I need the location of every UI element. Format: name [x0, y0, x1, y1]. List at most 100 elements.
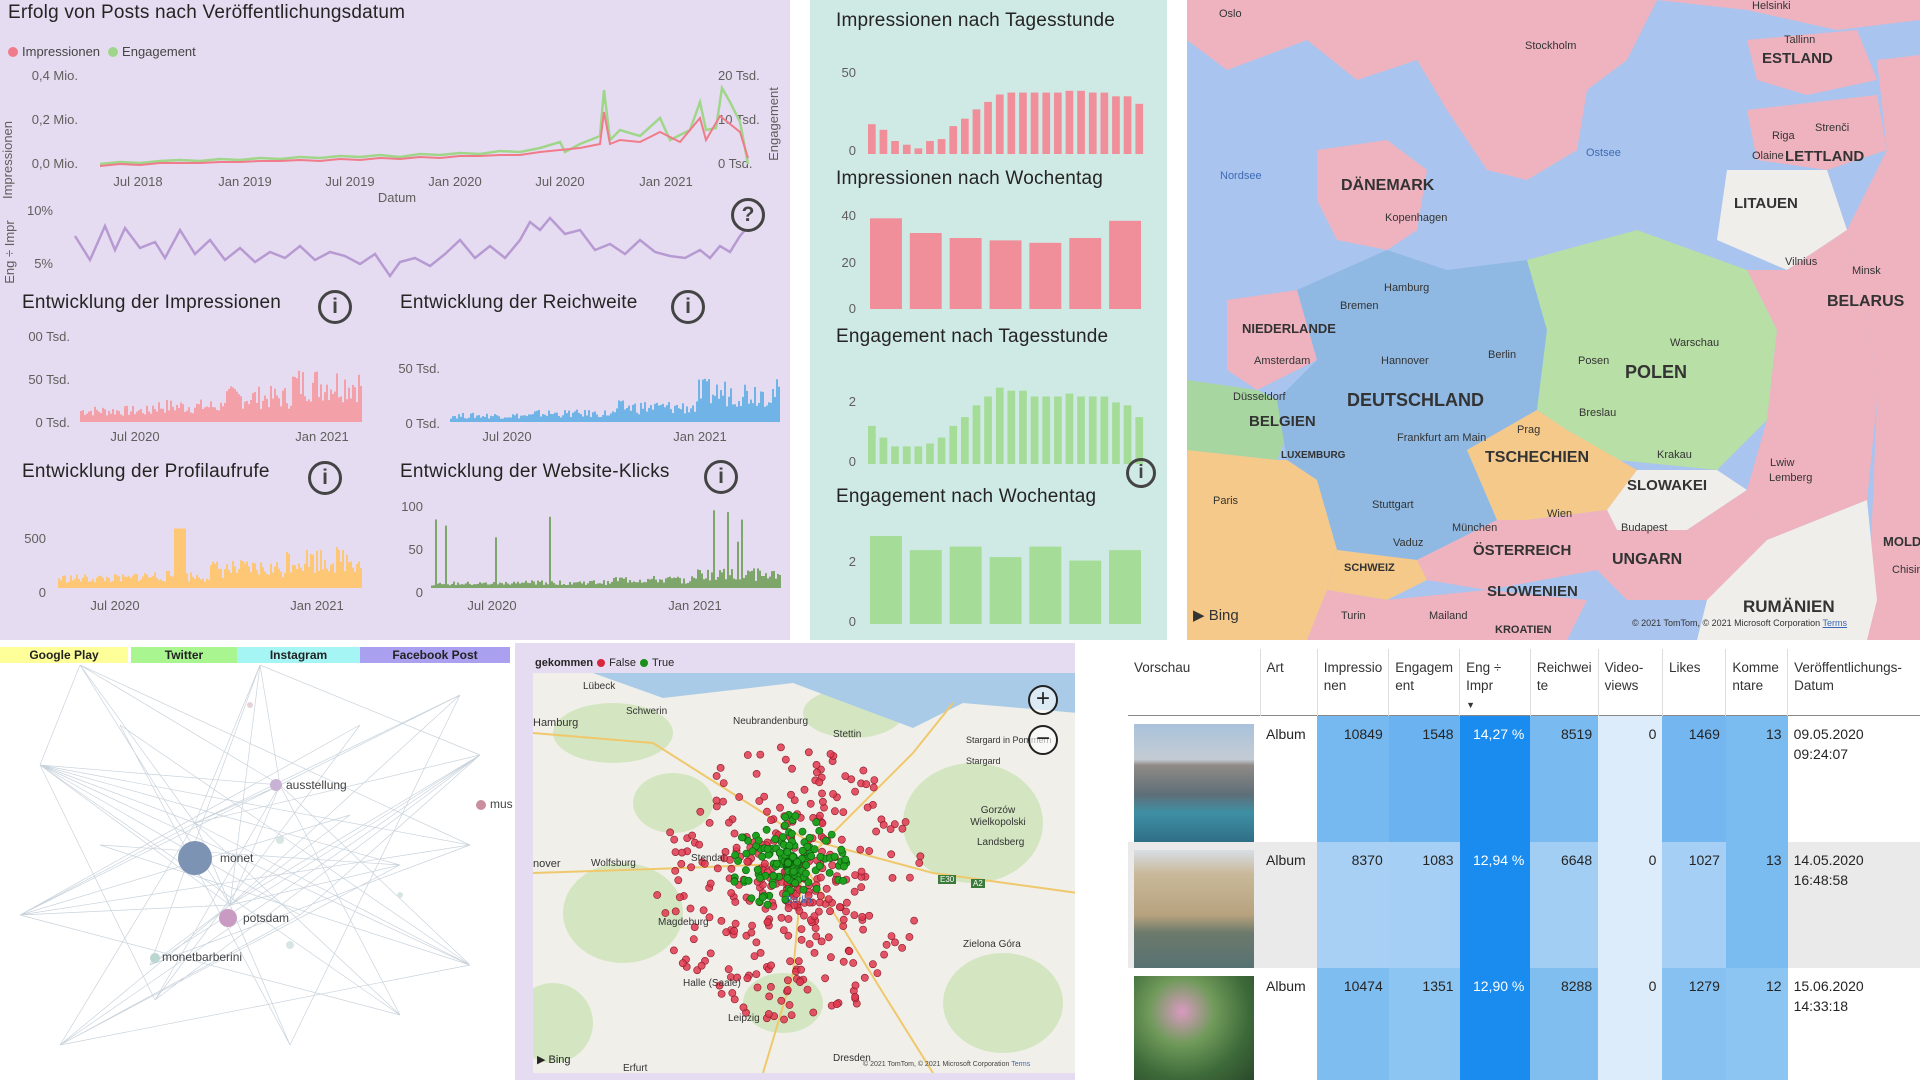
terms-link[interactable]: Terms — [1822, 618, 1848, 628]
col-header[interactable]: Art — [1260, 649, 1318, 715]
table-row[interactable]: Album 10474 1351 12,90 % 8288 0 1279 12 … — [1128, 967, 1920, 1080]
bar — [961, 118, 969, 154]
impressions-by-weekday-chart[interactable]: 40 20 0 — [820, 205, 1150, 315]
bing-logo[interactable]: ▶ Bing — [537, 1054, 571, 1066]
node[interactable] — [247, 702, 253, 708]
table-row[interactable]: Album 10849 1548 14,27 % 8519 0 1469 13 … — [1128, 715, 1920, 842]
impressions-engagement-line-chart[interactable]: Impressionen Engagement 0,4 Mio. 0,2 Mio… — [0, 60, 790, 210]
bar — [506, 417, 508, 422]
cell-datum: 15.06.2020 14:33:18 — [1788, 968, 1920, 1080]
post-thumbnail-venice-palazzo[interactable] — [1134, 723, 1254, 842]
col-header[interactable]: Engagem ent — [1388, 649, 1461, 715]
map-point-false — [857, 867, 866, 876]
col-header[interactable]: Video- views — [1598, 649, 1663, 715]
ratio-line — [73, 216, 746, 279]
map-point-true — [768, 881, 777, 889]
col-header[interactable]: Likes — [1662, 649, 1727, 715]
bar — [1007, 390, 1016, 464]
table-row[interactable]: Album 8370 1083 12,94 % 6648 0 1027 13 1… — [1128, 841, 1920, 968]
impressions-development-chart[interactable]: 00 Tsd. 50 Tsd. 0 Tsd. Jul 2020 Jan 2021 — [0, 322, 380, 452]
europe-map[interactable]: DÄNEMARK ESTLAND LETTLAND LITAUEN NIEDER… — [1187, 0, 1920, 640]
node-label-ausstellung: ausstellung — [286, 778, 347, 792]
cell-reichweite: 8288 — [1530, 967, 1599, 1080]
map-point-false — [822, 884, 831, 893]
col-header[interactable]: Veröffentlichungs- Datum — [1794, 660, 1902, 693]
reach-development-chart[interactable]: 50 Tsd. 0 Tsd. Jul 2020 Jan 2021 — [385, 322, 785, 452]
bar — [344, 379, 346, 422]
chart-legend[interactable]: Impressionen Engagement — [8, 44, 196, 59]
tab-google-play[interactable]: Google Play — [0, 647, 128, 663]
map-point-false — [870, 776, 879, 784]
impressions-by-hour-chart[interactable]: 50 0 — [820, 55, 1150, 160]
legend-label-engagement: Engagement — [122, 44, 196, 59]
node-potsdam[interactable] — [219, 909, 237, 927]
engagement-by-hour-chart[interactable]: 2 0 — [820, 370, 1150, 470]
info-icon[interactable]: i — [1126, 458, 1156, 488]
col-header[interactable]: Reichwei te — [1530, 649, 1599, 715]
col-header[interactable]: Impressio nen — [1317, 649, 1390, 715]
bar — [212, 561, 214, 588]
bar — [284, 572, 286, 588]
map-point-false — [815, 778, 824, 787]
node-ausstellung[interactable] — [270, 779, 282, 791]
map-point-false — [763, 918, 772, 927]
bar — [949, 546, 982, 624]
bing-logo[interactable]: ▶ Bing — [1193, 607, 1239, 624]
info-icon[interactable]: i — [704, 460, 738, 494]
map-point-false — [859, 925, 867, 934]
bar — [294, 565, 296, 588]
node-muse[interactable] — [476, 800, 486, 810]
bar — [439, 582, 441, 588]
bar — [483, 582, 485, 588]
node-monetbarberini[interactable] — [150, 953, 160, 963]
bar — [573, 582, 575, 588]
node-monet[interactable] — [178, 841, 212, 875]
node[interactable] — [397, 892, 403, 898]
col-header[interactable]: Vorschau — [1128, 649, 1261, 715]
node[interactable] — [276, 836, 284, 844]
engagement-ratio-chart[interactable]: Eng ÷ Impr 10% 5% — [0, 200, 790, 290]
country-label: DÄNEMARK — [1341, 177, 1435, 194]
bar — [529, 583, 531, 588]
y-tick: 40 — [842, 208, 856, 223]
profile-views-chart[interactable]: 500 0 Jul 2020 Jan 2021 — [0, 500, 380, 620]
col-header[interactable]: Komme ntare — [1725, 649, 1789, 715]
bar — [633, 581, 635, 588]
tab-twitter[interactable]: Twitter — [131, 647, 237, 663]
info-icon[interactable]: i — [671, 290, 705, 324]
zoom-in-button[interactable]: + — [1028, 685, 1058, 715]
map-legend[interactable]: gekommen False True — [535, 657, 674, 669]
bar — [729, 575, 731, 588]
bar — [64, 575, 66, 588]
help-icon[interactable]: ? — [731, 198, 765, 232]
berlin-map[interactable]: Lübeck Schwerin Neubrandenburg Stettin S… — [533, 673, 1075, 1073]
bar — [334, 572, 336, 588]
website-clicks-chart[interactable]: 100 50 0 Jul 2020 Jan 2021 — [385, 500, 785, 620]
posts-table: Vorschau Art Impressio nen Engagem ent E… — [1128, 649, 1920, 1080]
bar — [500, 418, 502, 422]
bar — [564, 410, 566, 422]
bar — [310, 401, 312, 422]
engagement-by-weekday-chart[interactable]: 2 0 — [820, 530, 1150, 630]
info-icon[interactable]: i — [308, 461, 342, 495]
map-point-false — [755, 797, 764, 805]
node[interactable] — [286, 941, 294, 949]
bar — [1109, 220, 1141, 309]
col-header-sorted[interactable]: Eng ÷ Impr ▼ — [1459, 649, 1531, 715]
bar — [949, 126, 958, 154]
network-graph[interactable]: ausstellung muse monet potsdam monetbarb… — [0, 665, 513, 1080]
tab-instagram[interactable]: Instagram — [237, 647, 360, 663]
bar — [571, 584, 573, 588]
zoom-out-button[interactable]: − — [1028, 725, 1058, 755]
post-thumbnail-garden[interactable] — [1134, 975, 1254, 1080]
info-icon[interactable]: i — [318, 290, 352, 324]
bar — [762, 391, 764, 422]
bar — [626, 408, 628, 422]
post-thumbnail-doge-palace[interactable] — [1134, 849, 1254, 968]
city-label: Turin — [1341, 610, 1366, 622]
terms-link[interactable]: Terms — [1011, 1061, 1031, 1068]
tab-facebook-post[interactable]: Facebook Post — [360, 647, 510, 663]
bar — [204, 581, 206, 588]
country-italy-slovenia — [1307, 590, 1587, 640]
country-label: ÖSTERREICH — [1473, 542, 1572, 559]
